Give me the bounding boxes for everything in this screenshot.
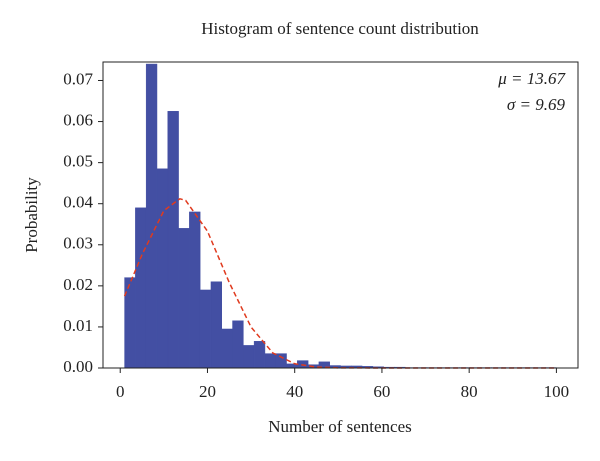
bar [222,329,233,368]
bar [265,354,276,368]
x-tick-label: 100 [544,382,570,401]
bar [179,228,190,368]
bar [168,111,179,368]
y-tick-label: 0.07 [63,69,93,88]
bar [276,354,287,368]
x-tick-label: 60 [373,382,390,401]
bar [135,208,146,368]
x-tick-label: 20 [199,382,216,401]
x-tick-label: 0 [116,382,125,401]
bar [254,341,265,368]
bar [189,212,200,368]
y-tick-label: 0.02 [63,275,93,294]
y-tick-label: 0.06 [63,110,93,129]
y-axis-label: Probability [22,177,41,253]
y-tick-label: 0.00 [63,357,93,376]
annotation: μ = 13.67 [497,69,566,88]
y-tick-label: 0.04 [63,193,93,212]
x-tick-label: 40 [286,382,303,401]
bar [146,64,157,368]
bar [233,321,244,368]
y-tick-label: 0.01 [63,316,93,335]
bar [200,290,211,368]
annotation: σ = 9.69 [507,95,566,114]
x-axis-label: Number of sentences [268,417,412,436]
y-tick-label: 0.03 [63,234,93,253]
bar [211,282,222,368]
chart-title: Histogram of sentence count distribution [201,19,479,38]
y-tick-label: 0.05 [63,152,93,171]
bar [157,169,168,368]
bar [125,278,136,368]
bar [243,345,254,368]
x-tick-label: 80 [461,382,478,401]
